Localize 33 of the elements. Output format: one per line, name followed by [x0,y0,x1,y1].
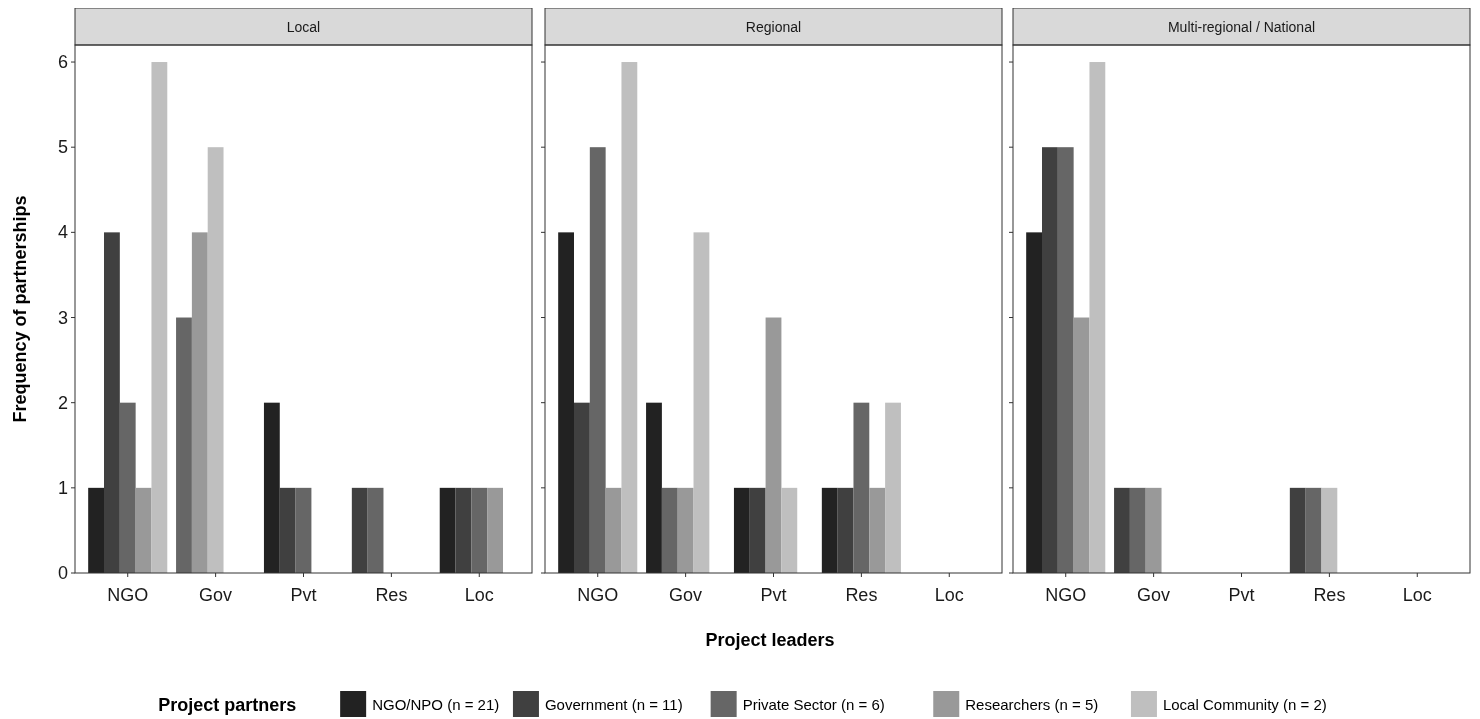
x-tick-label: Res [1313,585,1346,605]
legend-label: Local Community (n = 2) [1162,696,1327,713]
chart-title: Multi-regional / National [1167,18,1316,35]
legend-label: Researchers (n = 5) [965,696,1099,713]
x-axis-title: Project leaders [705,630,835,650]
x-tick-label: NGO [577,585,619,605]
x-tick-label: Pvt [760,585,787,605]
y-tick-label: 4 [57,222,68,243]
x-tick-label: Gov [669,585,703,605]
legend-label: Private Sector (n = 6) [742,696,885,713]
x-tick-label: Res [845,585,878,605]
x-tick-label: Loc [464,585,494,605]
legend-label: NGO/NPO (n = 21) [372,696,500,713]
x-tick-label: Pvt [290,585,317,605]
x-tick-label: Gov [199,585,233,605]
x-tick-label: NGO [107,585,149,605]
chart-title: Regional [745,18,802,35]
x-tick-label: NGO [1045,585,1087,605]
legend-title: Project partners [158,695,297,715]
x-tick-label: Res [375,585,408,605]
y-tick-label: 5 [57,137,68,158]
y-axis-title: Frequency of partnerships [10,195,30,423]
chart-title: Local [286,18,321,35]
legend-label: Government (n = 11) [544,696,683,713]
y-tick-label: 6 [57,52,68,73]
y-tick-label: 2 [57,392,68,413]
y-tick-label: 3 [57,307,68,328]
x-tick-label: Gov [1137,585,1171,605]
y-tick-label: 0 [57,563,68,583]
y-tick-label: 1 [57,477,68,498]
x-tick-label: Pvt [1228,585,1255,605]
x-tick-label: Loc [1402,585,1432,605]
x-tick-label: Loc [934,585,964,605]
